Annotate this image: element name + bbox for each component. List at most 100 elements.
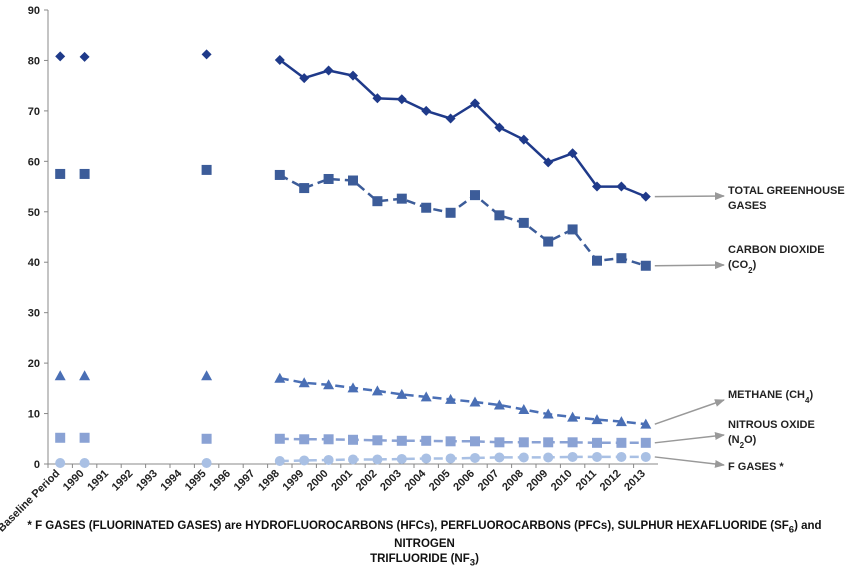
data-point — [567, 148, 578, 159]
data-point — [640, 191, 651, 202]
y-tick-label: 20 — [28, 358, 40, 370]
series-markers — [54, 49, 652, 468]
data-point — [567, 437, 578, 448]
data-point — [421, 435, 432, 446]
data-point — [567, 411, 579, 422]
data-point — [592, 181, 602, 192]
x-tick-label: 2012 — [598, 468, 624, 494]
series-line — [279, 437, 646, 445]
y-tick-label: 60 — [28, 156, 40, 168]
data-point — [470, 190, 480, 201]
series-line — [279, 173, 647, 267]
data-point — [323, 173, 334, 184]
data-point — [323, 454, 334, 465]
x-tick-label: 1990 — [61, 468, 87, 494]
data-point — [396, 193, 407, 204]
data-point — [470, 452, 480, 463]
data-point — [348, 434, 358, 445]
series-line — [279, 455, 646, 463]
data-point — [518, 134, 529, 145]
series-lines — [279, 58, 647, 463]
data-point — [494, 437, 505, 448]
x-tick-label: 2010 — [549, 468, 575, 494]
data-point — [201, 433, 212, 444]
data-point — [518, 437, 529, 448]
y-tick-label: 0 — [34, 459, 40, 471]
data-point — [396, 435, 407, 446]
data-point — [421, 453, 432, 464]
data-point — [323, 434, 334, 445]
data-point — [470, 98, 480, 109]
data-point — [445, 393, 457, 404]
data-point — [274, 54, 285, 65]
data-point — [396, 388, 408, 399]
data-point — [55, 432, 66, 443]
series-line — [279, 58, 647, 198]
data-point — [396, 94, 407, 105]
data-point — [421, 202, 432, 213]
footnote-line-2: TRIFLUORIDE (NF3) — [370, 553, 479, 569]
data-point — [79, 168, 90, 179]
data-point — [55, 168, 66, 179]
data-point — [592, 437, 602, 448]
data-point — [470, 436, 480, 447]
data-point — [543, 437, 554, 448]
data-point — [372, 454, 383, 465]
x-tick-label: 2001 — [329, 468, 355, 494]
data-point — [299, 434, 310, 445]
data-point — [518, 452, 529, 463]
data-point — [640, 260, 651, 271]
data-point — [372, 435, 383, 446]
series-labels: TOTAL GREENHOUSE GASES CARBON DIOXIDE (CO2)… — [654, 185, 845, 473]
series-label-text: (CO2) — [728, 259, 757, 275]
series-label-text: NITROUS OXIDE — [728, 419, 815, 431]
data-point — [348, 70, 358, 81]
x-tick-label: 2004 — [403, 467, 429, 493]
data-point — [420, 391, 432, 402]
series-label-text: CARBON DIOXIDE — [728, 244, 825, 256]
x-tick-label: 2002 — [354, 468, 380, 494]
data-point — [518, 404, 530, 415]
footnote-line-1: * F GASES (FLUORINATED GASES) are HYDROF… — [27, 520, 822, 551]
data-point — [201, 457, 212, 468]
data-point — [494, 210, 505, 221]
series-label-text: METHANE (CH4) — [728, 389, 813, 405]
x-tick-label: 1992 — [110, 468, 136, 494]
data-point — [494, 452, 505, 463]
data-point — [79, 51, 90, 62]
data-point — [543, 452, 554, 463]
data-point — [274, 455, 285, 466]
data-point — [55, 51, 66, 62]
data-point — [299, 183, 310, 194]
data-point — [274, 433, 285, 444]
data-point — [445, 436, 456, 447]
x-tick-label: 2005 — [427, 468, 453, 494]
y-tick-label: 80 — [28, 55, 40, 67]
x-tick-label: 2013 — [622, 468, 648, 494]
data-point — [616, 253, 627, 264]
data-point — [616, 451, 627, 462]
x-tick-label: 2009 — [525, 468, 551, 494]
data-point — [298, 377, 310, 388]
x-tick-label: 2003 — [378, 468, 404, 494]
data-point — [323, 65, 334, 76]
data-point — [592, 451, 602, 462]
series-label-arrow — [654, 192, 725, 201]
x-tick-label: 2007 — [476, 468, 502, 494]
data-point — [372, 196, 383, 207]
x-tick-label: 1993 — [134, 468, 160, 494]
y-tick-label: 30 — [28, 308, 40, 320]
x-tick-label: 2008 — [500, 468, 526, 494]
data-point — [201, 164, 212, 175]
data-point — [640, 451, 651, 462]
data-point — [299, 455, 310, 466]
data-point — [372, 93, 383, 104]
data-point — [421, 105, 432, 116]
data-point — [347, 382, 359, 393]
data-point — [79, 457, 90, 468]
data-point — [79, 432, 90, 443]
y-tick-label: 50 — [28, 207, 40, 219]
x-tick-label: 1991 — [85, 468, 111, 494]
data-point — [592, 255, 602, 266]
x-tick-label: 2011 — [574, 468, 599, 493]
